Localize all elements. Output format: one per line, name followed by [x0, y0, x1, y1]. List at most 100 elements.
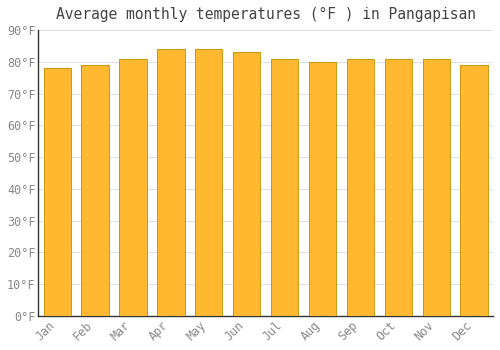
Bar: [291, 59, 292, 316]
Bar: [463, 65, 464, 316]
Bar: [288, 59, 289, 316]
Bar: [410, 59, 411, 316]
Bar: [256, 52, 258, 316]
Bar: [124, 59, 125, 316]
Bar: [166, 49, 167, 316]
Bar: [429, 59, 430, 316]
Bar: [67, 68, 68, 316]
Bar: [244, 52, 245, 316]
Bar: [255, 52, 256, 316]
Bar: [50, 68, 51, 316]
Bar: [234, 52, 235, 316]
Bar: [122, 59, 123, 316]
Bar: [94, 65, 95, 316]
Bar: [483, 65, 484, 316]
Bar: [104, 65, 105, 316]
Bar: [157, 49, 184, 316]
Bar: [157, 49, 184, 316]
Bar: [100, 65, 102, 316]
Bar: [217, 49, 218, 316]
Bar: [59, 68, 60, 316]
Title: Average monthly temperatures (°F ) in Pangapisan: Average monthly temperatures (°F ) in Pa…: [56, 7, 476, 22]
Bar: [242, 52, 243, 316]
Bar: [238, 52, 240, 316]
Bar: [460, 65, 487, 316]
Bar: [347, 59, 374, 316]
Bar: [202, 49, 203, 316]
Bar: [460, 65, 462, 316]
Bar: [389, 59, 390, 316]
Bar: [392, 59, 393, 316]
Bar: [460, 65, 487, 316]
Bar: [195, 49, 222, 316]
Bar: [449, 59, 450, 316]
Bar: [66, 68, 67, 316]
Bar: [233, 52, 260, 316]
Bar: [56, 68, 57, 316]
Bar: [157, 49, 158, 316]
Bar: [289, 59, 290, 316]
Bar: [326, 62, 327, 316]
Bar: [396, 59, 398, 316]
Bar: [278, 59, 279, 316]
Bar: [426, 59, 427, 316]
Bar: [296, 59, 298, 316]
Bar: [364, 59, 365, 316]
Bar: [434, 59, 436, 316]
Bar: [69, 68, 70, 316]
Bar: [258, 52, 260, 316]
Bar: [319, 62, 320, 316]
Bar: [422, 59, 450, 316]
Bar: [480, 65, 482, 316]
Bar: [475, 65, 476, 316]
Bar: [82, 65, 108, 316]
Bar: [143, 59, 144, 316]
Bar: [47, 68, 48, 316]
Bar: [284, 59, 286, 316]
Bar: [174, 49, 176, 316]
Bar: [123, 59, 124, 316]
Bar: [252, 52, 253, 316]
Bar: [82, 65, 108, 316]
Bar: [106, 65, 107, 316]
Bar: [467, 65, 468, 316]
Bar: [293, 59, 294, 316]
Bar: [62, 68, 64, 316]
Bar: [436, 59, 437, 316]
Bar: [85, 65, 86, 316]
Bar: [253, 52, 254, 316]
Bar: [324, 62, 325, 316]
Bar: [439, 59, 440, 316]
Bar: [280, 59, 281, 316]
Bar: [312, 62, 314, 316]
Bar: [444, 59, 446, 316]
Bar: [290, 59, 291, 316]
Bar: [272, 59, 273, 316]
Bar: [335, 62, 336, 316]
Bar: [216, 49, 217, 316]
Bar: [486, 65, 487, 316]
Bar: [370, 59, 372, 316]
Bar: [402, 59, 403, 316]
Bar: [102, 65, 104, 316]
Bar: [279, 59, 280, 316]
Bar: [60, 68, 61, 316]
Bar: [464, 65, 465, 316]
Bar: [484, 65, 485, 316]
Bar: [179, 49, 180, 316]
Bar: [168, 49, 169, 316]
Bar: [329, 62, 330, 316]
Bar: [167, 49, 168, 316]
Bar: [394, 59, 396, 316]
Bar: [442, 59, 444, 316]
Bar: [215, 49, 216, 316]
Bar: [408, 59, 409, 316]
Bar: [135, 59, 136, 316]
Bar: [327, 62, 328, 316]
Bar: [161, 49, 162, 316]
Bar: [271, 59, 272, 316]
Bar: [320, 62, 322, 316]
Bar: [144, 59, 145, 316]
Bar: [181, 49, 182, 316]
Bar: [446, 59, 447, 316]
